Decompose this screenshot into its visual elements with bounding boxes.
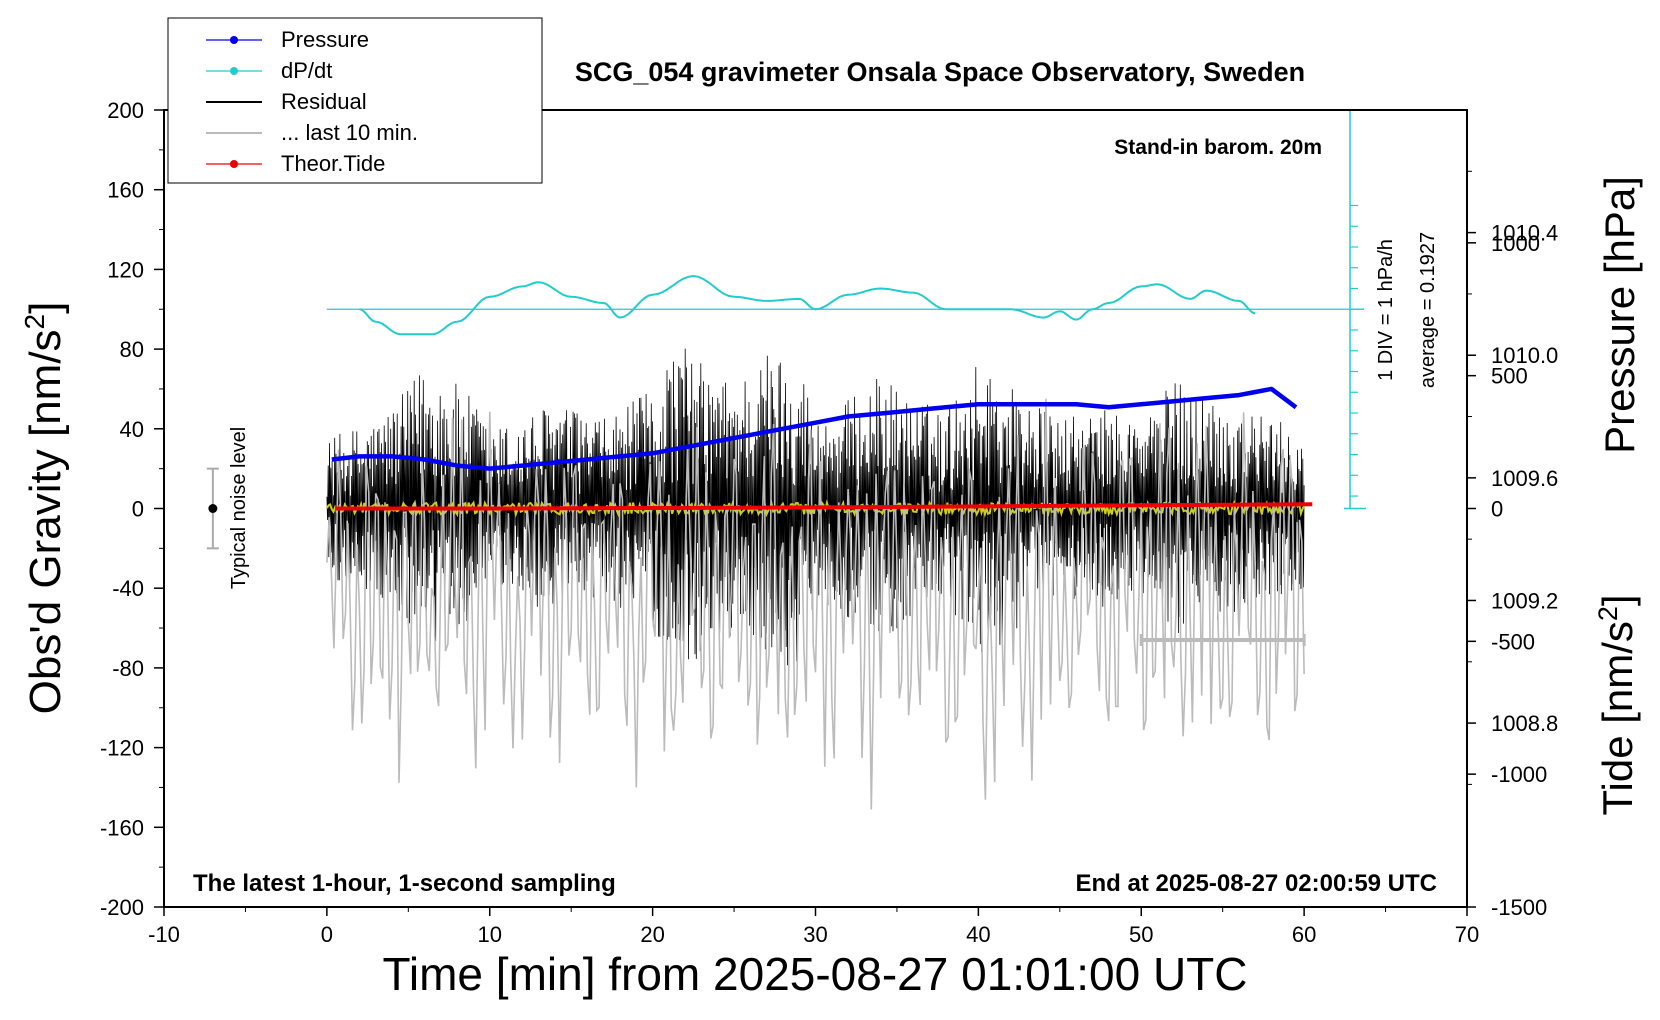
legend-label: ... last 10 min. xyxy=(281,120,418,145)
y-tick-label: -160 xyxy=(100,815,144,840)
legend-items: Pressure dP/dt Residual ... last 10 min. The… xyxy=(206,27,418,176)
x-tick-label: 50 xyxy=(1129,922,1153,947)
axis-layer: -10 0 10 20 30 40 50 60 70 200 160 120 80 40 0 -40 -80 -1… xyxy=(100,98,1558,947)
average-note: average = 0.1927 xyxy=(1417,232,1439,388)
legend-label: Pressure xyxy=(281,27,369,52)
legend-label: Residual xyxy=(281,89,367,114)
bottom-left-note: The latest 1-hour, 1-second sampling xyxy=(193,870,616,897)
y-tick-label: 0 xyxy=(132,497,144,522)
y-axis-label-end: ] xyxy=(21,302,70,314)
theor-tide-line xyxy=(335,502,1313,511)
tide-tick-label: 500 xyxy=(1491,364,1528,389)
tide-axis-label-main: Tide [nm/s xyxy=(1594,621,1641,816)
tide-tick-label: -500 xyxy=(1491,629,1535,654)
barometer-note: Stand-in barom. 20m xyxy=(1114,136,1322,159)
y-tick-label: 160 xyxy=(107,178,144,203)
x-axis-label: Time [min] from 2025-08-27 01:01:00 UTC xyxy=(383,948,1248,1000)
tide-tick-label: 1000 xyxy=(1491,231,1540,256)
dpdt-line xyxy=(359,274,1256,336)
y-tick-label: 120 xyxy=(107,257,144,282)
noise-level-label: Typical noise level xyxy=(228,427,250,589)
x-tick-label: 60 xyxy=(1292,922,1316,947)
pressure-line xyxy=(331,386,1298,471)
series-layer xyxy=(206,110,1366,810)
noise-bar-center xyxy=(208,504,218,513)
x-tick-label: 70 xyxy=(1455,922,1479,947)
x-tick-label: 0 xyxy=(321,922,333,947)
x-tick-label: 20 xyxy=(640,922,664,947)
y-tick-label: -120 xyxy=(100,736,144,761)
chart-title: SCG_054 gravimeter Onsala Space Observat… xyxy=(575,57,1305,87)
y-tick-label: 80 xyxy=(120,337,144,362)
x-tick-label: 40 xyxy=(966,922,990,947)
x-tick-label: 10 xyxy=(478,922,502,947)
pressure-tick-label: 1010.0 xyxy=(1491,343,1558,368)
bottom-right-note: End at 2025-08-27 02:00:59 UTC xyxy=(1076,870,1438,897)
legend-box xyxy=(167,17,543,184)
pressure-tick-label: 1010.4 xyxy=(1491,221,1558,246)
y-axis-label: Obs'd Gravity [nm/s2] xyxy=(19,302,70,715)
div-note: 1 DIV = 1 hPa/h xyxy=(1375,239,1397,381)
last-10-min-line xyxy=(326,398,1305,810)
legend-label: Theor.Tide xyxy=(281,151,385,176)
y-tick-label: -200 xyxy=(100,895,144,920)
legend-marker xyxy=(230,36,238,44)
legend-label: dP/dt xyxy=(281,58,332,83)
legend-marker xyxy=(230,67,238,75)
tide-axis-label-end: ] xyxy=(1594,594,1641,606)
y-tick-label: 40 xyxy=(120,417,144,442)
legend-marker xyxy=(230,160,238,168)
tide-axis-label-sup: 2 xyxy=(1593,606,1623,621)
y-tick-label: 200 xyxy=(107,98,144,123)
y-tick-label: -40 xyxy=(112,576,144,601)
y-tick-label: -80 xyxy=(112,656,144,681)
tide-axis-label: Tide [nm/s2] xyxy=(1593,594,1641,815)
tide-tick-label: 0 xyxy=(1491,497,1503,522)
tide-tick-label: -1500 xyxy=(1491,895,1547,920)
x-tick-label: 30 xyxy=(803,922,827,947)
pressure-tick-label: 1009.2 xyxy=(1491,588,1558,613)
pressure-tick-label: 1008.8 xyxy=(1491,711,1558,736)
tide-tick-label: -1000 xyxy=(1491,762,1547,787)
legend: Pressure dP/dt Residual ... last 10 min. The… xyxy=(167,17,543,184)
pressure-tick-label: 1009.6 xyxy=(1491,466,1558,491)
x-tick-label: -10 xyxy=(148,922,180,947)
y-axis-label-main: Obs'd Gravity [nm/s xyxy=(21,329,70,714)
pressure-axis-label: Pressure [hPa] xyxy=(1596,176,1643,454)
y-axis-label-sup: 2 xyxy=(19,314,50,330)
